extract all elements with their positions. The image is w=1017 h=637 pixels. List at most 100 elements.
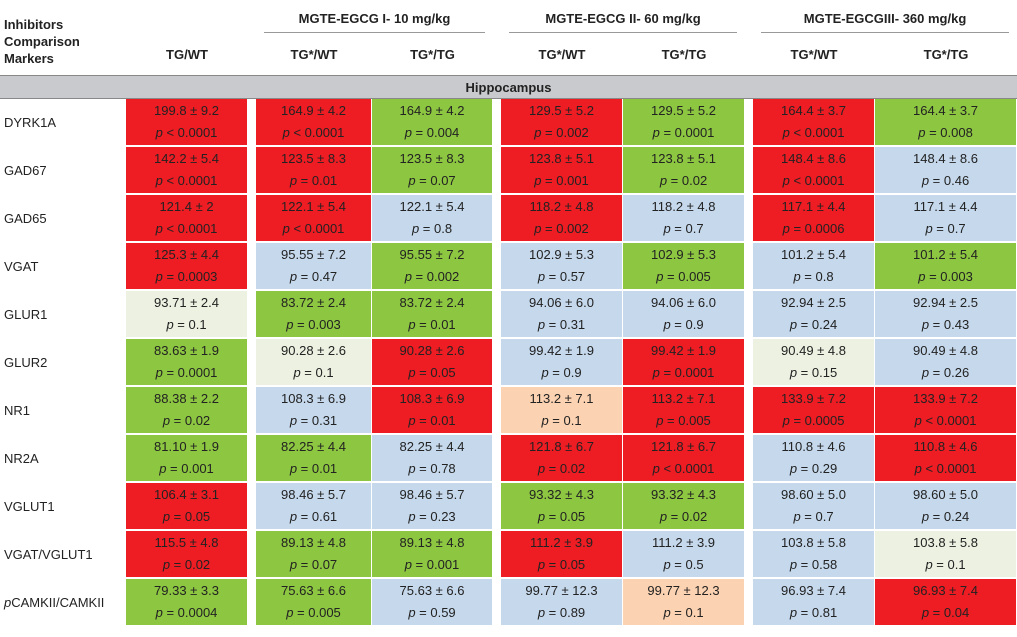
column-gap — [745, 483, 754, 531]
value-cell: 103.8 ± 5.8 p = 0.1 — [875, 531, 1017, 579]
mean-sem: 121.4 ± 2 — [159, 199, 214, 214]
value-cell: 92.94 ± 2.5 p = 0.43 — [875, 291, 1017, 339]
value-cell: 83.63 ± 1.9 p = 0.0001 — [126, 339, 248, 387]
section-header: Hippocampus — [0, 75, 1017, 99]
column-gap — [493, 339, 501, 387]
p-value: p = 0.23 — [408, 509, 456, 524]
value-cell: 90.49 ± 4.8 p = 0.26 — [875, 339, 1017, 387]
mean-sem: 101.2 ± 5.4 — [781, 247, 846, 262]
value-cell: 142.2 ± 5.4 p < 0.0001 — [126, 147, 248, 195]
p-value: p = 0.31 — [537, 317, 586, 332]
p-value: p = 0.004 — [404, 125, 460, 140]
mean-sem: 122.1 ± 5.4 — [399, 199, 465, 214]
mean-sem: 101.2 ± 5.4 — [913, 247, 978, 262]
col-header-g1-tgstg: TG*/TG — [410, 46, 455, 62]
corner-header: Inhibitors Comparison Markers — [0, 0, 126, 75]
mean-sem: 199.8 ± 9.2 — [154, 103, 219, 118]
p-value: p < 0.0001 — [782, 173, 845, 188]
value-cell: 95.55 ± 7.2 p = 0.47 — [256, 243, 372, 291]
value-cell: 82.25 ± 4.4 p = 0.01 — [256, 435, 372, 483]
mean-sem: 96.93 ± 7.4 — [913, 583, 978, 598]
mean-sem: 83.63 ± 1.9 — [154, 343, 219, 358]
mean-sem: 95.55 ± 7.2 — [399, 247, 465, 262]
p-value: p < 0.0001 — [652, 461, 715, 476]
table-row: GLUR2 83.63 ± 1.9 p = 0.0001 90.28 ± 2.6 p =… — [0, 339, 1017, 387]
mean-sem: 102.9 ± 5.3 — [529, 247, 594, 262]
p-value: p = 0.01 — [289, 173, 338, 188]
value-cell: 79.33 ± 3.3 p = 0.0004 — [126, 579, 248, 627]
mean-sem: 92.94 ± 2.5 — [913, 295, 978, 310]
value-cell: 83.72 ± 2.4 p = 0.003 — [256, 291, 372, 339]
value-cell: 133.9 ± 7.2 p = 0.0005 — [753, 387, 876, 435]
value-cell: 94.06 ± 6.0 p = 0.31 — [501, 291, 623, 339]
table-row: VGLUT1 106.4 ± 3.1 p = 0.05 98.46 ± 5.7 p = … — [0, 483, 1017, 531]
p-value: p = 0.0004 — [155, 605, 218, 620]
p-value: p = 0.7 — [925, 221, 966, 236]
value-cell: 75.63 ± 6.6 p = 0.005 — [256, 579, 372, 627]
value-cell: 89.13 ± 4.8 p = 0.07 — [256, 531, 372, 579]
p-value: p = 0.008 — [918, 125, 973, 140]
mean-sem: 90.49 ± 4.8 — [781, 343, 846, 358]
table-row: NR1 88.38 ± 2.2 p = 0.02 108.3 ± 6.9 p = 0.3… — [0, 387, 1017, 435]
mean-sem: 125.3 ± 4.4 — [154, 247, 219, 262]
mean-sem: 89.13 ± 4.8 — [399, 535, 465, 550]
mean-sem: 94.06 ± 6.0 — [529, 295, 594, 310]
mean-sem: 123.8 ± 5.1 — [529, 151, 594, 166]
value-cell: 90.28 ± 2.6 p = 0.1 — [256, 339, 372, 387]
column-gap — [248, 243, 256, 291]
value-cell: 115.5 ± 4.8 p = 0.02 — [126, 531, 248, 579]
p-value: p = 0.47 — [289, 269, 338, 284]
mean-sem: 164.9 ± 4.2 — [281, 103, 346, 118]
p-value: p = 0.001 — [534, 173, 589, 188]
value-cell: 123.8 ± 5.1 p = 0.02 — [623, 147, 746, 195]
mean-sem: 122.1 ± 5.4 — [281, 199, 346, 214]
value-cell: 122.1 ± 5.4 p = 0.8 — [372, 195, 493, 243]
p-value: p = 0.24 — [921, 509, 970, 524]
group-header-3: MGTE-EGCGIII- 360 mg/kg — [753, 0, 1017, 33]
value-cell: 81.10 ± 1.9 p = 0.001 — [126, 435, 248, 483]
marker-label: DYRK1A — [0, 99, 126, 147]
value-cell: 117.1 ± 4.4 p = 0.7 — [875, 195, 1017, 243]
column-gap — [248, 435, 256, 483]
corner-line-3: Markers — [4, 51, 54, 66]
p-value: p = 0.02 — [659, 173, 708, 188]
column-gap — [745, 339, 754, 387]
p-value: p < 0.0001 — [155, 125, 218, 140]
value-cell: 199.8 ± 9.2 p < 0.0001 — [126, 99, 248, 147]
value-cell: 110.8 ± 4.6 p < 0.0001 — [875, 435, 1017, 483]
value-cell: 121.4 ± 2 p < 0.0001 — [126, 195, 248, 243]
mean-sem: 148.4 ± 8.6 — [781, 151, 846, 166]
value-cell: 90.28 ± 2.6 p = 0.05 — [372, 339, 493, 387]
column-gap — [248, 531, 256, 579]
p-value: p = 0.1 — [925, 557, 966, 572]
value-cell: 110.8 ± 4.6 p = 0.29 — [753, 435, 876, 483]
p-value: p = 0.07 — [289, 557, 338, 572]
value-cell: 96.93 ± 7.4 p = 0.81 — [753, 579, 876, 627]
mean-sem: 89.13 ± 4.8 — [281, 535, 346, 550]
value-cell: 118.2 ± 4.8 p = 0.7 — [623, 195, 746, 243]
mean-sem: 142.2 ± 5.4 — [154, 151, 219, 166]
marker-label: NR2A — [0, 435, 126, 483]
mean-sem: 111.2 ± 3.9 — [651, 535, 716, 550]
p-value: p = 0.1 — [541, 413, 582, 428]
table-row: pCAMKII/CAMKII 79.33 ± 3.3 p = 0.0004 75.63… — [0, 579, 1017, 627]
column-gap — [745, 99, 754, 147]
value-cell: 113.2 ± 7.1 p = 0.1 — [501, 387, 623, 435]
column-gap — [493, 531, 501, 579]
mean-sem: 102.9 ± 5.3 — [651, 247, 716, 262]
value-cell: 123.5 ± 8.3 p = 0.01 — [256, 147, 372, 195]
mean-sem: 133.9 ± 7.2 — [781, 391, 846, 406]
value-cell: 101.2 ± 5.4 p = 0.8 — [753, 243, 876, 291]
mean-sem: 82.25 ± 4.4 — [281, 439, 346, 454]
value-cell: 164.4 ± 3.7 p = 0.008 — [875, 99, 1017, 147]
mean-sem: 82.25 ± 4.4 — [399, 439, 465, 454]
value-cell: 148.4 ± 8.6 p = 0.46 — [875, 147, 1017, 195]
column-gap — [493, 435, 501, 483]
column-gap — [745, 579, 754, 627]
mean-sem: 75.63 ± 6.6 — [281, 583, 346, 598]
mean-sem: 129.5 ± 5.2 — [651, 103, 716, 118]
mean-sem: 90.49 ± 4.8 — [913, 343, 978, 358]
value-cell: 164.4 ± 3.7 p < 0.0001 — [753, 99, 876, 147]
mean-sem: 110.8 ± 4.6 — [781, 439, 846, 454]
column-gap — [248, 339, 256, 387]
